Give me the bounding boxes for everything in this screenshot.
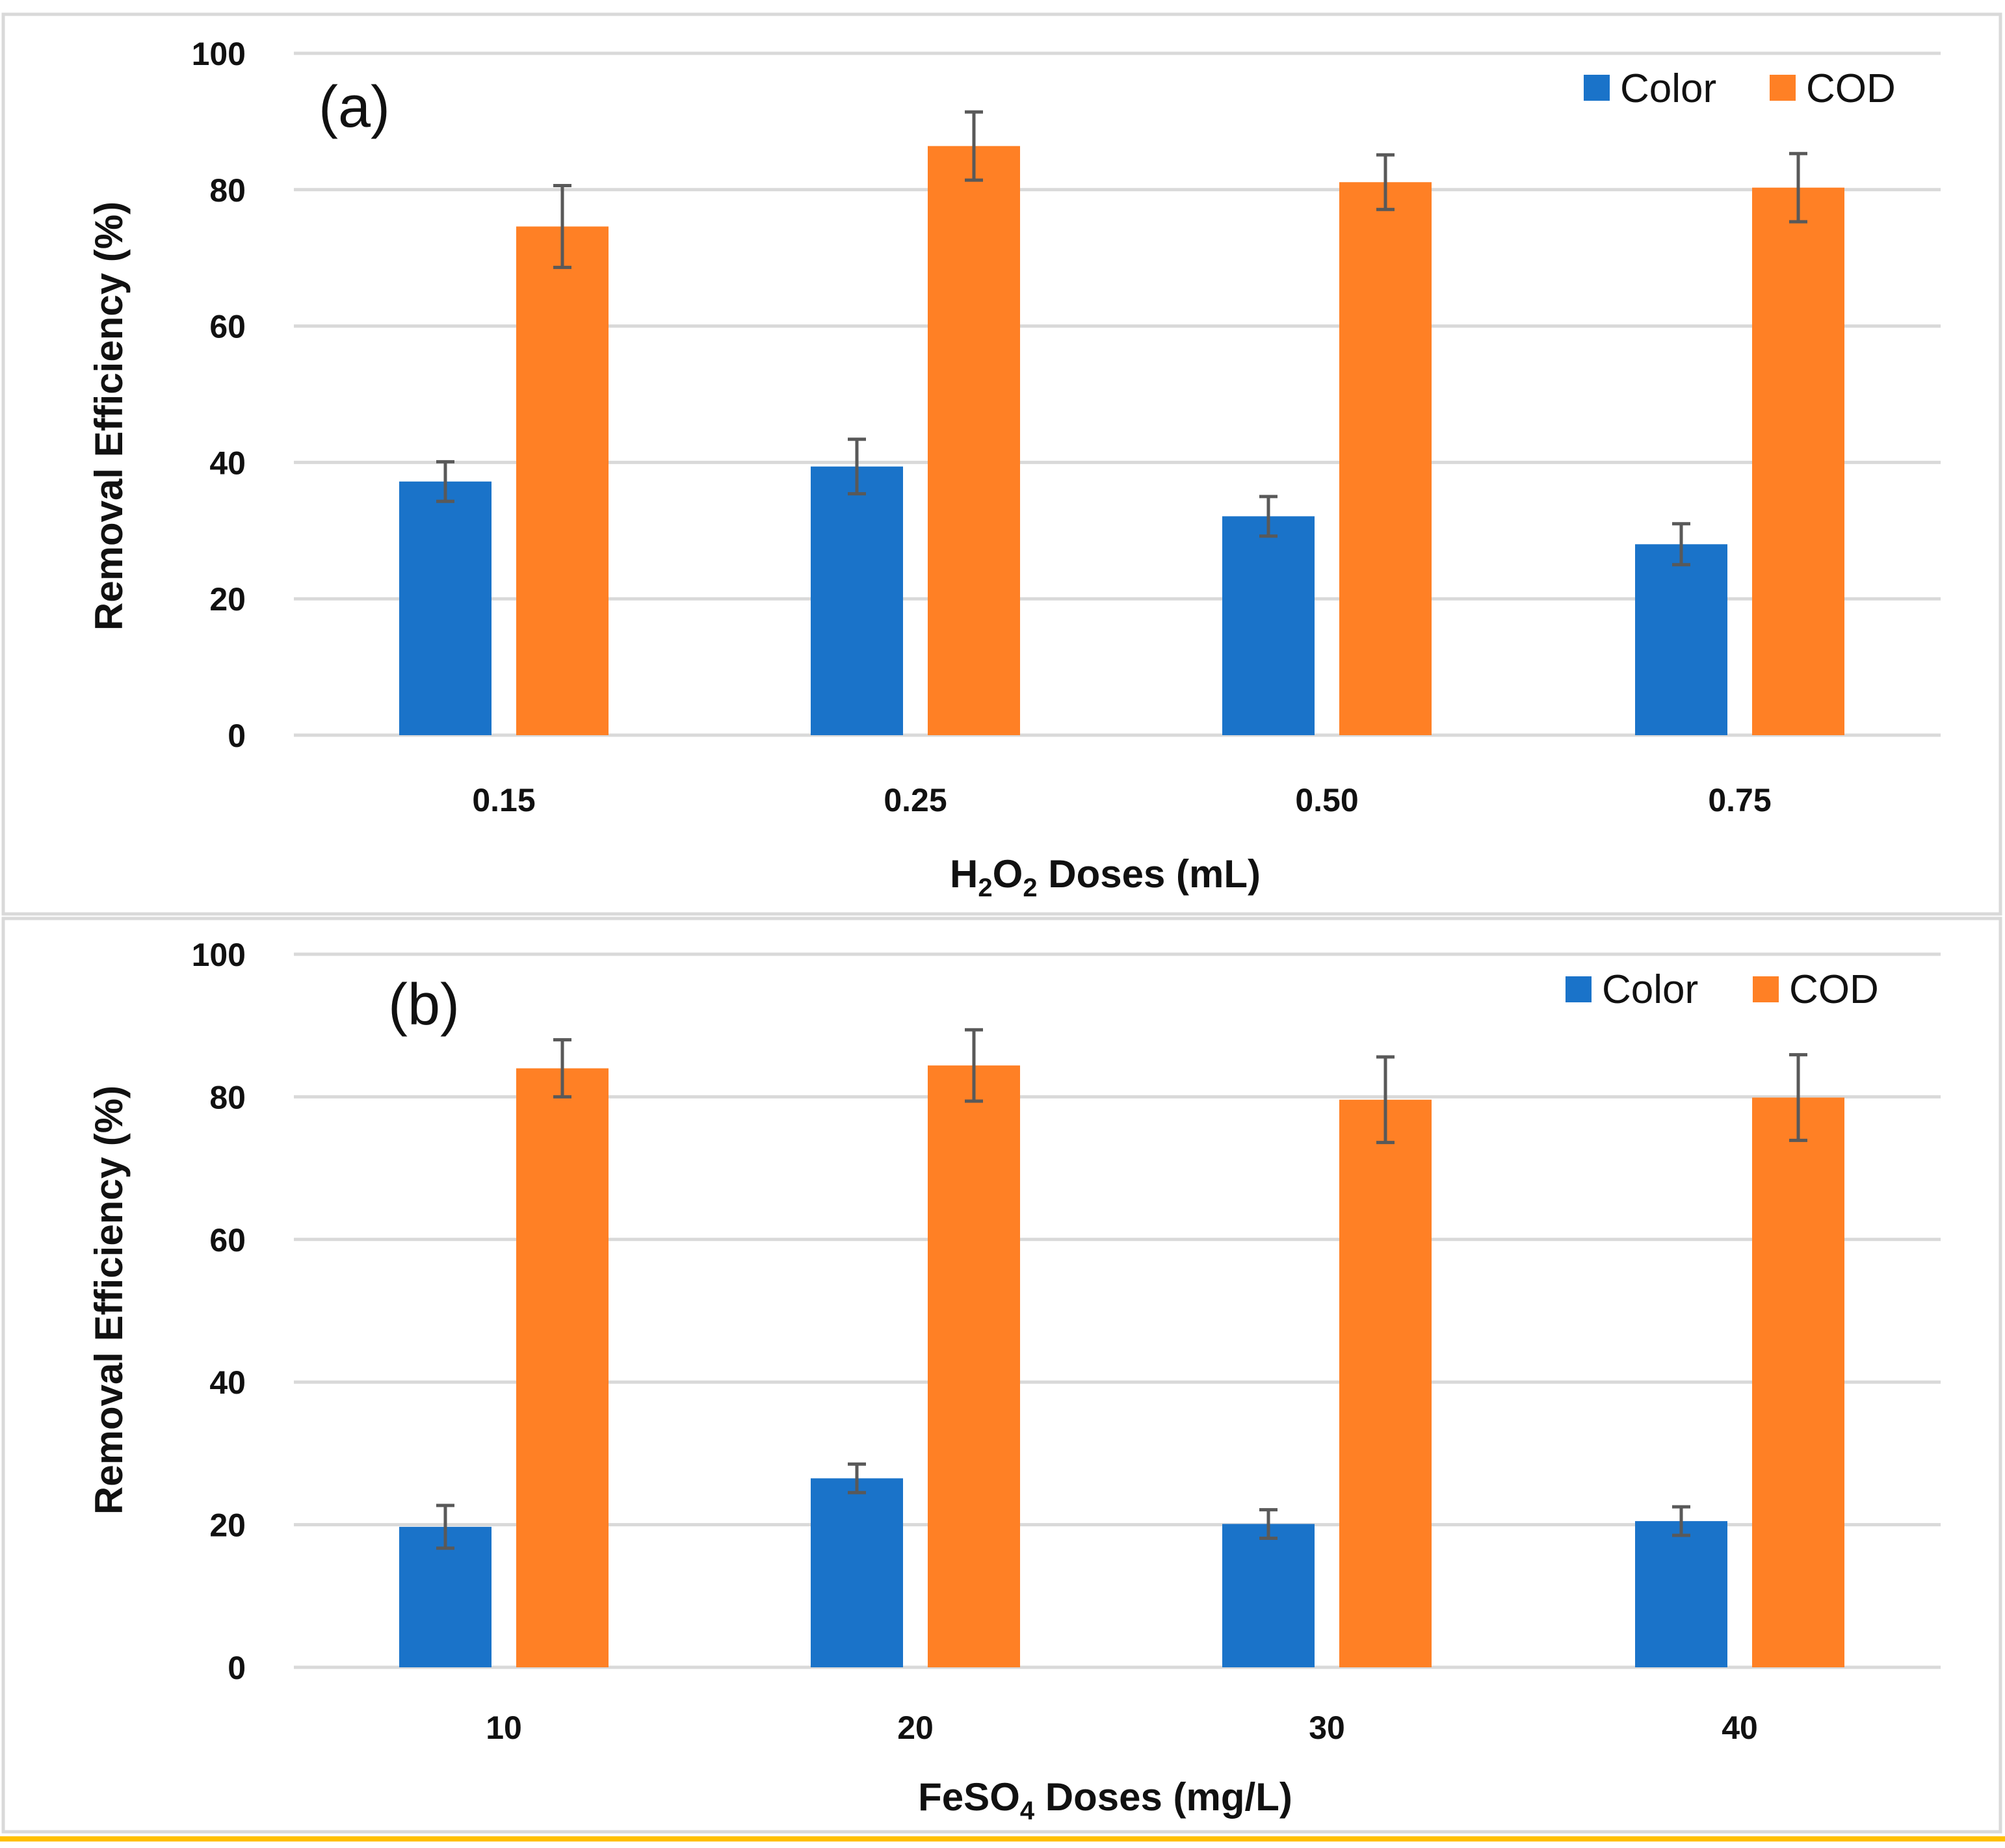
chart-b-bar-cod-10 bbox=[516, 1068, 609, 1667]
chart-panel-b: 0 20 40 60 80 100 10 20 30 40 (b) Color COD Remo… bbox=[0, 917, 2005, 1848]
chart-b-error-bar-cod-20 bbox=[965, 1028, 983, 1103]
chart-a-y-tick-label: 60 bbox=[209, 309, 246, 345]
chart-a-bar-color-0.25 bbox=[811, 466, 903, 735]
chart-a-bar-cod-0.25 bbox=[928, 146, 1020, 735]
chart-b-error-bar-cod-40 bbox=[1789, 1053, 1807, 1142]
chart-a-bar-cod-0.50 bbox=[1339, 182, 1432, 735]
chart-b-x-tick-label: 30 bbox=[1309, 1710, 1345, 1746]
chart-a-x-tick-label: 0.75 bbox=[1708, 782, 1771, 818]
chart-a-x-axis-title-suffix: Doses (mL) bbox=[1038, 852, 1261, 896]
chart-b-bar-color-10 bbox=[399, 1526, 491, 1667]
chart-a-error-bar-color-0.15 bbox=[436, 460, 454, 503]
chart-b-legend: Color COD bbox=[1566, 967, 1879, 1012]
chart-b-legend-swatch-cod bbox=[1753, 976, 1779, 1002]
chart-b-bars bbox=[399, 1065, 1844, 1667]
chart-a-y-tick-label: 0 bbox=[228, 718, 246, 754]
chart-b-y-tick-label: 100 bbox=[192, 937, 246, 973]
chart-b-x-tick-label: 10 bbox=[486, 1710, 522, 1746]
chart-a-legend-swatch-cod bbox=[1770, 75, 1796, 101]
chart-panel-a: 0 20 40 60 80 100 0.15 0.25 0.50 0.75 (a) Color … bbox=[0, 0, 2005, 917]
chart-a-legend-label-cod: COD bbox=[1806, 66, 1896, 111]
chart-b-svg: 0 20 40 60 80 100 10 20 30 40 (b) Color COD Remo… bbox=[0, 917, 2005, 1841]
chart-b-y-tick-label: 0 bbox=[228, 1650, 246, 1686]
chart-a-legend-swatch-color bbox=[1584, 75, 1610, 101]
chart-b-x-axis-title-suffix: Doses (mg/L) bbox=[1034, 1775, 1292, 1819]
chart-b-x-axis-title: FeSO4 Doses (mg/L) bbox=[918, 1775, 1292, 1825]
chart-a-bar-cod-0.75 bbox=[1752, 187, 1844, 735]
chart-a-bar-color-0.75 bbox=[1635, 544, 1727, 735]
chart-a-x-axis-title-sub1: 2 bbox=[978, 874, 992, 902]
chart-a-x-axis-title-sub2: 2 bbox=[1023, 874, 1037, 902]
chart-b-x-tick-label: 20 bbox=[897, 1710, 934, 1746]
chart-a-x-axis-title-mid: O bbox=[993, 852, 1023, 896]
chart-a-y-tick-label: 100 bbox=[192, 36, 246, 72]
chart-a-error-bar-cod-0.15 bbox=[553, 184, 571, 269]
chart-b-error-bar-color-10 bbox=[436, 1503, 454, 1550]
chart-b-y-tick-label: 80 bbox=[209, 1079, 246, 1115]
chart-a-y-tick-label: 20 bbox=[209, 581, 246, 618]
chart-b-bar-cod-20 bbox=[928, 1065, 1020, 1667]
chart-b-legend-swatch-color bbox=[1566, 976, 1592, 1002]
chart-a-y-ticks: 0 20 40 60 80 100 bbox=[192, 36, 246, 754]
chart-b-error-bar-color-20 bbox=[848, 1462, 866, 1494]
chart-b-error-bar-cod-10 bbox=[553, 1038, 571, 1099]
chart-b-y-axis-title: Removal Efficiency (%) bbox=[87, 1086, 131, 1515]
chart-a-x-axis-title-prefix: H bbox=[950, 852, 978, 896]
chart-a-error-bar-color-0.50 bbox=[1259, 495, 1278, 538]
chart-a-y-tick-label: 40 bbox=[209, 445, 246, 481]
chart-b-bar-cod-30 bbox=[1339, 1099, 1432, 1667]
chart-b-y-tick-label: 20 bbox=[209, 1507, 246, 1544]
chart-a-bar-cod-0.15 bbox=[516, 226, 609, 735]
chart-b-x-axis-title-prefix: FeSO bbox=[918, 1775, 1020, 1819]
chart-a-legend: Color COD bbox=[1584, 66, 1896, 111]
chart-b-error-bar-color-30 bbox=[1259, 1508, 1278, 1540]
chart-a-x-tick-label: 0.25 bbox=[884, 782, 947, 818]
chart-b-legend-label-cod: COD bbox=[1789, 967, 1879, 1012]
chart-a-x-ticks: 0.15 0.25 0.50 0.75 bbox=[472, 782, 1771, 818]
chart-a-error-bar-cod-0.75 bbox=[1789, 151, 1807, 224]
chart-b-y-tick-label: 60 bbox=[209, 1222, 246, 1258]
chart-b-y-tick-label: 40 bbox=[209, 1364, 246, 1401]
chart-b-bar-color-40 bbox=[1635, 1521, 1727, 1667]
chart-b-x-tick-label: 40 bbox=[1722, 1710, 1758, 1746]
chart-a-error-bar-cod-0.25 bbox=[965, 110, 983, 182]
chart-a-y-tick-label: 80 bbox=[209, 172, 246, 209]
chart-a-error-bars bbox=[436, 110, 1807, 567]
chart-a-bars bbox=[399, 146, 1844, 735]
chart-a-error-bar-cod-0.50 bbox=[1376, 153, 1395, 211]
chart-b-panel-label: (b) bbox=[388, 972, 460, 1037]
chart-a-error-bar-color-0.75 bbox=[1672, 522, 1690, 567]
chart-a-legend-label-color: Color bbox=[1620, 66, 1716, 111]
chart-b-frame bbox=[1, 917, 2002, 1834]
chart-b-y-ticks: 0 20 40 60 80 100 bbox=[192, 937, 246, 1686]
chart-b-bar-color-30 bbox=[1222, 1524, 1315, 1667]
chart-a-svg: 0 20 40 60 80 100 0.15 0.25 0.50 0.75 (a) Color … bbox=[1, 12, 2002, 916]
chart-b-error-bar-color-40 bbox=[1672, 1505, 1690, 1537]
chart-b-error-bar-cod-30 bbox=[1376, 1055, 1395, 1145]
chart-b-x-ticks: 10 20 30 40 bbox=[486, 1710, 1758, 1746]
chart-b-bar-color-20 bbox=[811, 1478, 903, 1667]
chart-a-y-axis-title: Removal Efficiency (%) bbox=[87, 202, 131, 631]
chart-b-bar-cod-40 bbox=[1752, 1097, 1844, 1667]
chart-a-frame bbox=[1, 12, 2002, 916]
chart-a-bar-color-0.15 bbox=[399, 481, 491, 735]
chart-b-x-axis-title-sub1: 4 bbox=[1020, 1797, 1035, 1825]
chart-a-bar-color-0.50 bbox=[1222, 516, 1315, 735]
chart-a-x-axis-title: H2O2 Doses (mL) bbox=[950, 852, 1261, 902]
chart-a-x-tick-label: 0.15 bbox=[472, 782, 535, 818]
chart-b-legend-label-color: Color bbox=[1602, 967, 1698, 1012]
chart-a-x-tick-label: 0.50 bbox=[1295, 782, 1358, 818]
chart-b-error-bars bbox=[436, 1028, 1807, 1550]
chart-a-panel-label: (a) bbox=[319, 75, 390, 140]
chart-a-error-bar-color-0.25 bbox=[848, 437, 866, 496]
